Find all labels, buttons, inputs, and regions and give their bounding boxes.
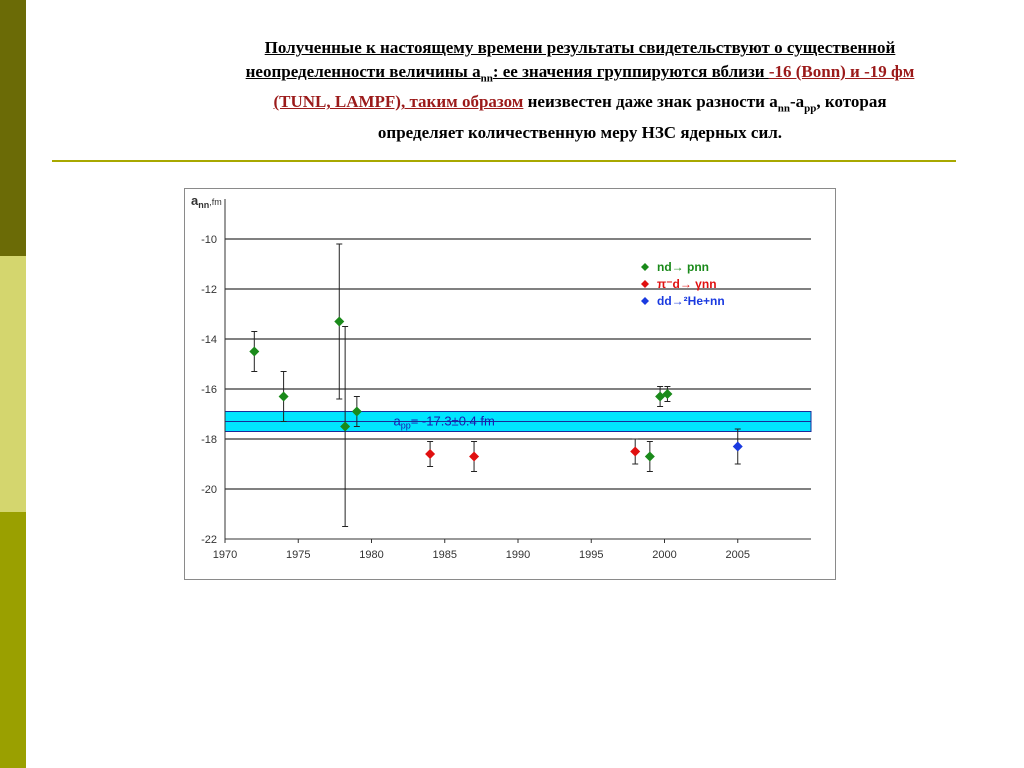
title-line-3-minus: -a	[789, 92, 805, 112]
legend-marker	[641, 263, 649, 271]
x-tick-label: 1985	[433, 549, 457, 561]
app-band-label: app= -17.3±0.4 fm	[393, 414, 494, 431]
data-point	[351, 406, 362, 417]
chart-svg: ann,fm app= -17.3±0.4 fm -10 -12 -14 -16 -18…	[191, 193, 812, 561]
y-tick-label: -10	[201, 234, 217, 246]
legend: nd→ pnn π⁻d→ γnn dd→²He+nn	[641, 260, 725, 308]
sidebar-block-bottom	[0, 512, 26, 768]
legend-label: nd→ pnn	[657, 260, 709, 274]
slide-title: Полученные к настоящему времени результа…	[170, 36, 990, 145]
data-point	[249, 346, 260, 357]
grid-lines	[225, 238, 811, 540]
title-line-2: неопределенности величины ann: ее значен…	[170, 60, 990, 90]
y-tick-label: -14	[201, 334, 217, 346]
y-tick-label: -20	[201, 484, 217, 496]
sidebar-block-top	[0, 0, 26, 256]
title-line-1: Полученные к настоящему времени результа…	[264, 38, 896, 57]
data-point	[334, 316, 345, 327]
data-point	[469, 451, 480, 462]
title-line-3-sub-nn: nn	[777, 102, 790, 115]
title-line-3: (TUNL, LAMPF), таким образом неизвестен …	[170, 90, 990, 120]
legend-marker	[641, 280, 649, 288]
data-point	[425, 449, 436, 459]
axes: -10 -12 -14 -16 -18 -20 -22 1970 1975 1980 1985 199…	[201, 199, 811, 561]
chart-frame: ann,fm app= -17.3±0.4 fm -10 -12 -14 -16 -18…	[184, 188, 836, 580]
app-band-label-main: a	[393, 414, 401, 429]
y-tick-label: -12	[201, 284, 217, 296]
app-band-label-rest: = -17.3±0.4 fm	[411, 414, 495, 429]
decorative-sidebar	[0, 0, 26, 768]
x-tick-label: 1990	[506, 549, 530, 561]
title-line-3-text: неизвестен даже знак разности a	[523, 92, 778, 112]
x-tick-label: 2005	[726, 549, 750, 561]
data-points	[249, 243, 743, 527]
x-tick-label: 1975	[286, 549, 310, 561]
divider-line	[52, 160, 956, 162]
y-axis-title: ann,fm	[191, 193, 222, 210]
app-band: app= -17.3±0.4 fm	[224, 411, 812, 432]
legend-label: dd→²He+nn	[657, 294, 725, 308]
sidebar-block-middle	[0, 256, 26, 512]
title-line-2-text: неопределенности величины a	[245, 62, 481, 81]
data-point	[662, 389, 673, 399]
data-point	[340, 421, 351, 432]
y-tick-label: -22	[201, 534, 217, 546]
data-point	[278, 391, 289, 402]
title-line-3-tail: , которая	[816, 92, 887, 112]
title-line-2-subscript: nn	[480, 72, 493, 85]
title-line-3-emphasis: (TUNL, LAMPF), таким образом	[273, 92, 524, 112]
legend-label: π⁻d→ γnn	[657, 277, 717, 291]
data-point	[644, 451, 655, 462]
data-point	[630, 446, 641, 457]
title-line-3-sub-pp: pp	[804, 102, 817, 115]
y-tick-label: -18	[201, 434, 217, 446]
title-line-2-values: -16 (Bonn) и -19 фм	[768, 62, 915, 81]
app-band-label-sub: pp	[401, 421, 411, 431]
x-tick-label: 1970	[213, 549, 237, 561]
data-point	[732, 441, 743, 452]
x-tick-label: 1980	[359, 549, 383, 561]
x-tick-label: 1995	[579, 549, 603, 561]
x-tick-label: 2000	[652, 549, 676, 561]
y-tick-label: -16	[201, 384, 217, 396]
legend-marker	[641, 297, 649, 305]
title-line-4: определяет количественную меру НЗС ядерн…	[377, 122, 783, 142]
title-line-2-text-b: : ее значения группируются вблизи	[492, 62, 769, 81]
